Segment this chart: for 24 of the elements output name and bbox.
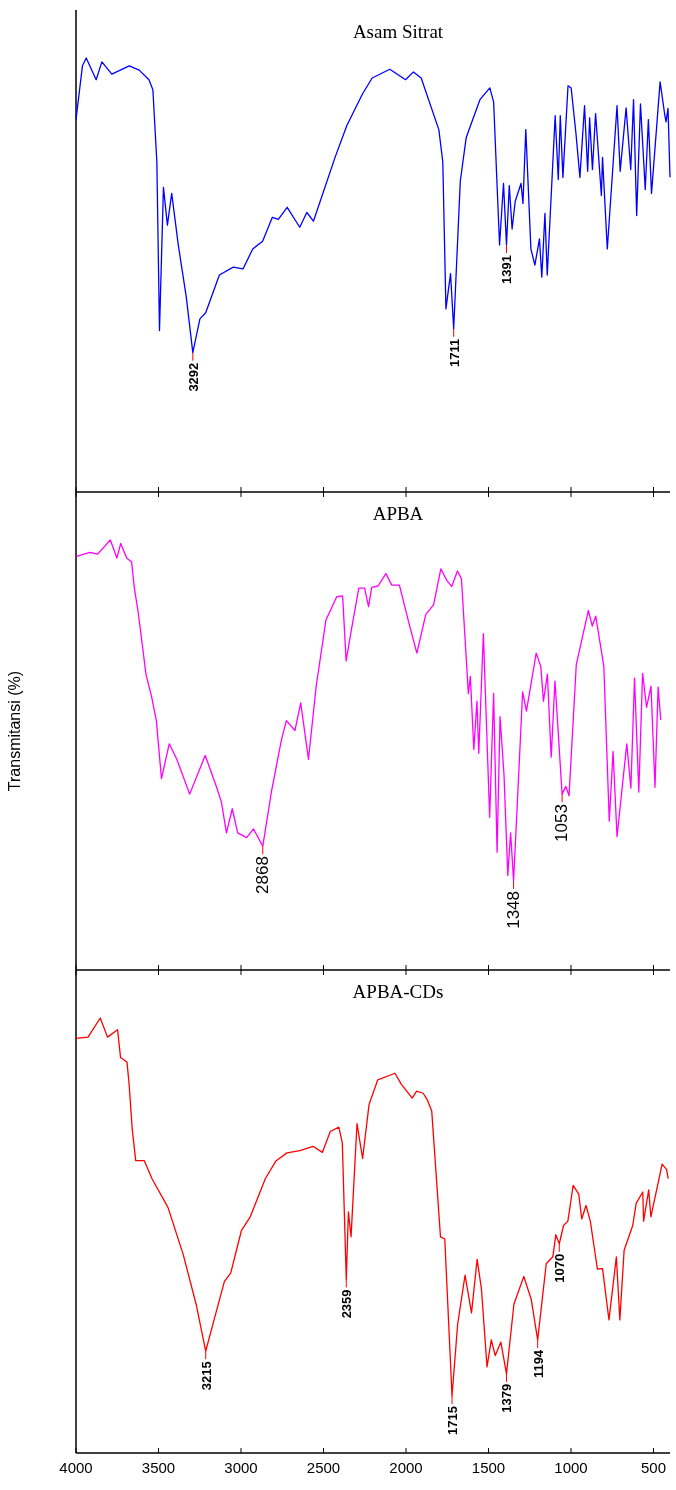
x-tick-label: 1000 (554, 1459, 588, 1476)
annotation: 1379 (499, 1383, 515, 1413)
annotation: 1070 (552, 1253, 568, 1283)
annotation: 3292 (185, 362, 201, 392)
annotation: 1711 (446, 338, 462, 368)
x-tick-label: 3000 (224, 1459, 258, 1476)
annotation: 1053 (552, 804, 572, 842)
x-tick-label: 500 (640, 1459, 667, 1476)
x-tick-label: 2000 (389, 1459, 423, 1476)
annotation: 1715 (445, 1406, 461, 1435)
x-tick-label: 2500 (306, 1459, 341, 1476)
annotation: 1194 (530, 1349, 546, 1379)
chart-title: APBA-CDs (352, 981, 444, 1002)
y-axis-title: Transmitansi (%) (6, 670, 23, 792)
annotation: 1391 (499, 255, 515, 284)
x-tick-label: 4000 (59, 1459, 93, 1476)
annotation: 1348 (503, 890, 523, 929)
x-tick-label: 3500 (141, 1459, 176, 1476)
annotation: 2359 (339, 1289, 355, 1319)
x-tick-label: 1500 (471, 1459, 506, 1476)
chart-title: APBA (372, 503, 424, 524)
annotation: 2868 (252, 856, 272, 894)
chart-title: Asam Sitrat (352, 21, 444, 42)
annotation: 3215 (198, 1361, 214, 1391)
